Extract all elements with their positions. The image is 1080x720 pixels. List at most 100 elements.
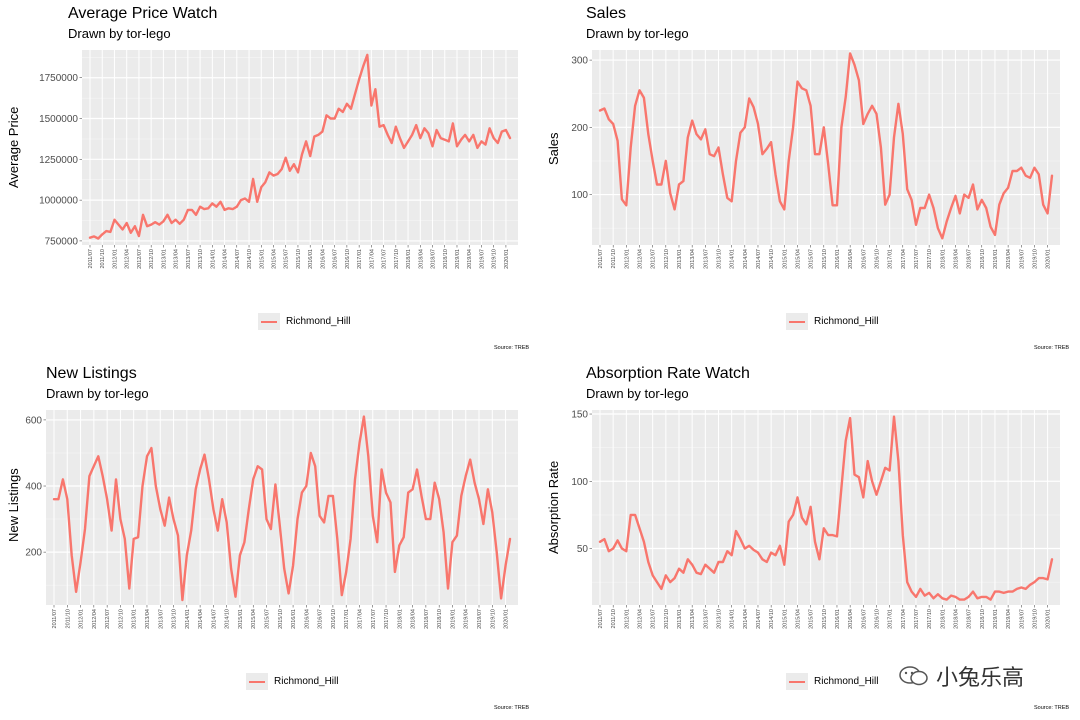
y-tick-label: 200 [25, 548, 42, 559]
x-tick-label: 2018/04 [953, 609, 959, 629]
x-tick-label: 2011/10 [611, 609, 617, 628]
x-tick-label: 2017/01 [888, 609, 894, 629]
x-tick-label: 2013/04 [690, 609, 696, 629]
x-tick-label: 2011/07 [598, 609, 604, 628]
x-tick-label: 2019/04 [1006, 609, 1012, 629]
x-tick-label: 2015/04 [795, 249, 801, 269]
x-tick-label: 2019/04 [467, 249, 473, 269]
x-tick-label: 2012/10 [118, 609, 124, 629]
source-note: Source: TREB [1034, 345, 1070, 351]
x-tick-label: 2015/01 [238, 609, 244, 629]
y-tick-label: 150 [571, 410, 588, 421]
x-tick-label: 2013/10 [716, 249, 722, 269]
x-tick-label: 2014/04 [223, 249, 229, 269]
x-tick-label: 2013/01 [132, 609, 138, 629]
x-tick-label: 2020/01 [1046, 609, 1052, 629]
plot-background [82, 50, 518, 245]
x-tick-label: 2014/10 [769, 249, 775, 269]
y-tick-label: 600 [25, 415, 42, 426]
source-note: Source: TREB [1034, 705, 1070, 711]
x-tick-label: 2019/10 [492, 249, 498, 269]
x-tick-label: 2019/01 [993, 249, 999, 269]
chart-title: Sales [586, 5, 627, 22]
wechat-icon [899, 666, 928, 686]
x-tick-label: 2014/01 [185, 609, 191, 629]
x-tick-label: 2018/10 [437, 609, 443, 629]
watermark: 小兔乐高 [898, 660, 1024, 692]
x-tick-label: 2015/10 [822, 609, 828, 629]
x-tick-label: 2020/01 [504, 609, 510, 629]
x-tick-label: 2016/10 [874, 609, 880, 629]
x-tick-label: 2012/01 [624, 609, 630, 629]
x-tick-label: 2012/10 [664, 249, 670, 269]
x-tick-label: 2014/01 [210, 249, 216, 269]
x-tick-label: 2019/01 [450, 609, 456, 629]
x-tick-label: 2015/10 [296, 249, 302, 269]
x-tick-label: 2014/01 [730, 609, 736, 629]
y-tick-label: 300 [571, 56, 588, 67]
x-tick-label: 2011/07 [52, 609, 58, 628]
x-tick-label: 2016/04 [304, 609, 310, 629]
x-tick-label: 2014/10 [769, 609, 775, 629]
series-line-richmond-hill [88, 53, 512, 240]
legend-key [786, 313, 808, 330]
new-listings-plot: 2011/07 2011/10 2012/01 2012/04 2012/07 2012/… [25, 410, 518, 629]
legend-label: Richmond_Hill [274, 676, 339, 687]
x-tick-label: 2012/04 [92, 609, 98, 629]
x-tick-label: 2018/01 [406, 249, 412, 269]
x-tick-label: 2013/01 [677, 249, 683, 269]
x-tick-label: 2014/04 [743, 249, 749, 269]
y-tick-label: 750000 [45, 236, 79, 247]
legend: Richmond_Hill [258, 313, 350, 330]
x-tick-label: 2012/07 [651, 249, 657, 269]
x-tick-label: 2012/07 [137, 249, 143, 269]
x-tick-label: 2019/04 [464, 609, 470, 629]
series-line-richmond-hill [598, 415, 1054, 601]
x-tick-label: 2018/10 [980, 609, 986, 629]
chart-panel-new-listings: New Listings Drawn by tor-lego New Listi… [0, 360, 540, 720]
x-tick-label: 2016/07 [333, 249, 339, 269]
x-tick-label: 2014/07 [211, 609, 217, 629]
x-tick-label: 2015/01 [782, 249, 788, 269]
y-tick-label: 50 [577, 544, 589, 555]
x-tick-label: 2015/07 [809, 249, 815, 269]
x-tick-label: 2015/07 [284, 249, 290, 269]
legend-label: Richmond_Hill [814, 676, 879, 687]
x-tick-label: 2013/10 [172, 609, 178, 629]
legend-key [258, 313, 280, 330]
x-tick-label: 2018/10 [443, 249, 449, 269]
x-tick-label: 2013/04 [174, 249, 180, 269]
x-tick-label: 2017/04 [901, 249, 907, 269]
chart-panel-sales: Sales Drawn by tor-lego Sales 2011/07 201… [540, 0, 1080, 360]
x-tick-label: 2017/10 [394, 249, 400, 269]
x-tick-label: 2017/07 [914, 609, 920, 629]
x-tick-label: 2019/10 [1032, 249, 1038, 269]
x-tick-label: 2016/10 [331, 609, 337, 629]
x-tick-label: 2014/07 [235, 249, 241, 269]
x-tick-label: 2017/01 [357, 249, 363, 269]
x-tick-label: 2013/10 [198, 249, 204, 269]
average-price-plot: 2011/07 2011/10 2012/01 2012/04 2012/07 2012/… [39, 50, 518, 269]
legend: Richmond_Hill [786, 673, 878, 690]
x-tick-label: 2012/04 [125, 249, 131, 269]
x-tick-label: 2015/04 [271, 249, 277, 269]
x-tick-label: 2012/01 [624, 249, 630, 269]
x-tick-label: 2015/04 [795, 609, 801, 629]
chart-subtitle: Drawn by tor-lego [68, 26, 171, 41]
x-tick-label: 2017/07 [914, 249, 920, 269]
x-tick-label: 2016/01 [308, 249, 314, 269]
x-tick-label: 2016/01 [835, 609, 841, 629]
x-tick-label: 2011/07 [88, 249, 94, 268]
x-tick-label: 2017/10 [384, 609, 390, 629]
source-note: Source: TREB [494, 705, 530, 711]
x-tick-label: 2014/04 [743, 609, 749, 629]
chart-subtitle: Drawn by tor-lego [586, 386, 689, 401]
x-tick-label: 2016/10 [345, 249, 351, 269]
x-tick-label: 2013/04 [145, 609, 151, 629]
x-tick-label: 2019/01 [455, 249, 461, 269]
x-tick-label: 2013/10 [716, 609, 722, 629]
y-tick-label: 200 [571, 123, 588, 134]
x-tick-label: 2012/07 [105, 609, 111, 629]
x-tick-label: 2019/10 [490, 609, 496, 629]
x-tick-label: 2016/07 [318, 609, 324, 629]
